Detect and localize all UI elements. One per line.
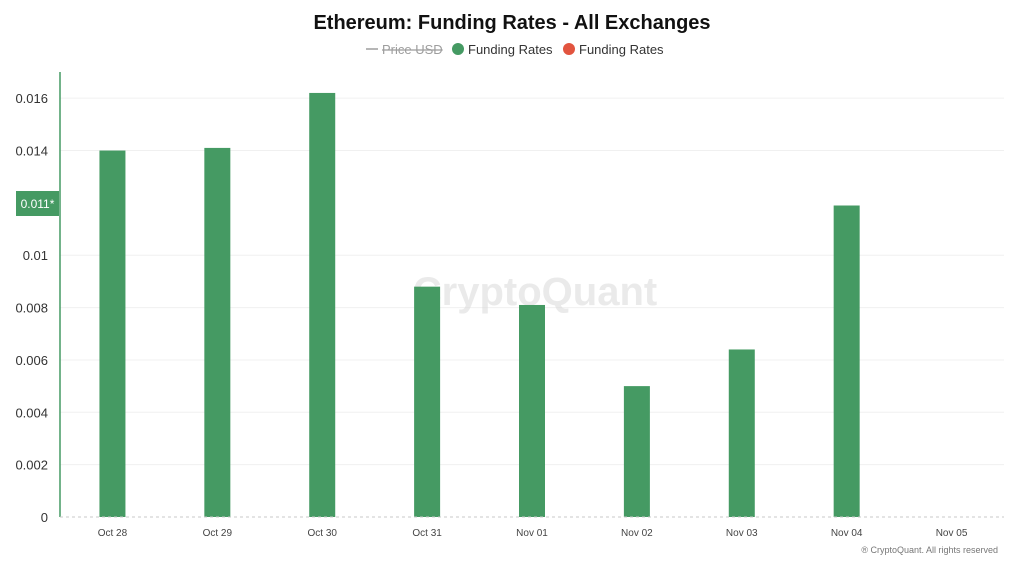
chart-title: Ethereum: Funding Rates - All Exchanges xyxy=(313,12,710,34)
x-axis-ticks: Oct 28 Oct 29 Oct 30 Oct 31 Nov 01 Nov 02 Nov … xyxy=(98,528,968,539)
bar-oct-28[interactable] xyxy=(99,150,126,517)
x-tick-label: Oct 31 xyxy=(412,528,442,539)
legend-item-funding-rates-red[interactable]: Funding Rates xyxy=(563,42,664,57)
x-tick-label: Nov 03 xyxy=(726,528,758,539)
y-tick-label: 0.014 xyxy=(15,144,48,159)
y-tick-label: 0.006 xyxy=(15,353,48,368)
legend-label-funding-rates-green: Funding Rates xyxy=(468,42,553,57)
x-tick-label: Oct 30 xyxy=(307,528,337,539)
current-value-marker: 0.011* xyxy=(16,191,59,216)
legend-label-price-usd: Price USD xyxy=(382,42,443,57)
bar-oct-31[interactable] xyxy=(414,286,441,517)
copyright-footer: ® CryptoQuant. All rights reserved xyxy=(861,545,998,555)
x-tick-label: Oct 29 xyxy=(203,528,233,539)
current-value-badge xyxy=(16,191,59,216)
y-axis-ticks: 0 0.002 0.004 0.006 0.008 0.01 0.014 0.016 xyxy=(15,91,48,525)
x-tick-label: Nov 05 xyxy=(936,528,968,539)
bar-oct-30[interactable] xyxy=(309,92,336,518)
bar-nov-04[interactable] xyxy=(833,205,860,518)
bar-nov-02[interactable] xyxy=(623,386,650,517)
y-tick-label: 0.002 xyxy=(15,458,48,473)
bar-nov-03[interactable] xyxy=(728,349,755,517)
y-tick-label: 0.008 xyxy=(15,301,48,316)
current-value-label: 0.011* xyxy=(21,197,55,211)
bar-oct-29[interactable] xyxy=(204,147,231,518)
y-tick-label: 0.01 xyxy=(23,248,48,263)
y-tick-label: 0.016 xyxy=(15,91,48,106)
x-tick-label: Oct 28 xyxy=(98,528,128,539)
x-tick-label: Nov 04 xyxy=(831,528,863,539)
legend-label-funding-rates-red: Funding Rates xyxy=(579,42,664,57)
legend-dot-icon-red xyxy=(563,43,575,55)
legend-item-funding-rates-green[interactable]: Funding Rates xyxy=(452,42,553,57)
bar-nov-01[interactable] xyxy=(519,304,545,517)
legend-dot-icon-green xyxy=(452,43,464,55)
y-tick-label: 0.004 xyxy=(15,405,48,420)
x-tick-label: Nov 02 xyxy=(621,528,653,539)
y-tick-label: 0 xyxy=(41,510,48,525)
bars xyxy=(99,92,860,518)
legend-item-price-usd[interactable]: Price USD xyxy=(366,42,443,57)
x-tick-label: Nov 01 xyxy=(516,528,548,539)
legend: Price USD Funding Rates Funding Rates xyxy=(366,42,664,57)
